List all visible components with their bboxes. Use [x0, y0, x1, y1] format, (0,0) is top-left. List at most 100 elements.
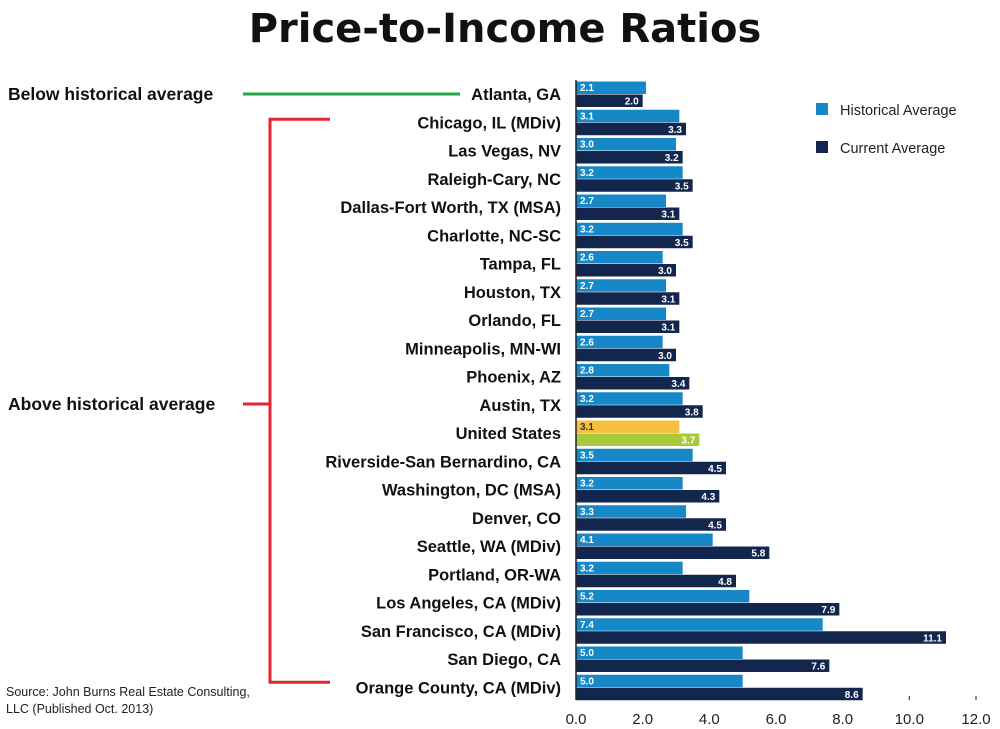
- source-note: Source: John Burns Real Estate Consultin…: [6, 685, 250, 716]
- x-tick-label: 12.0: [961, 711, 990, 728]
- bar-value-label: 2.0: [625, 97, 639, 108]
- bar-current: [576, 94, 643, 107]
- bar-value-label: 2.1: [580, 83, 594, 94]
- bar-value-label: 3.1: [580, 422, 594, 433]
- category-label: Orlando, FL: [468, 312, 561, 330]
- category-label: Atlanta, GA: [471, 86, 561, 104]
- category-label: San Diego, CA: [447, 651, 561, 669]
- legend-swatch-historical: [816, 103, 828, 115]
- x-tick-label: 10.0: [895, 711, 924, 728]
- category-label: Las Vegas, NV: [448, 143, 561, 161]
- bar-value-label: 3.3: [668, 125, 682, 136]
- bar-historical: [576, 674, 743, 688]
- bar-value-label: 2.6: [580, 253, 594, 264]
- bar-historical: [576, 364, 670, 377]
- bar-current: [576, 461, 726, 475]
- chart-title: Price-to-Income Ratios: [248, 6, 762, 52]
- bar-value-label: 4.1: [580, 535, 594, 546]
- bar-value-label: 3.2: [580, 224, 594, 235]
- category-label: Raleigh-Cary, NC: [427, 171, 561, 189]
- bar-current: [576, 603, 840, 616]
- bar-historical: [576, 251, 663, 264]
- group-label-below: Below historical average: [8, 84, 213, 104]
- category-label: Denver, CO: [472, 510, 561, 528]
- legend-label-current: Current Average: [840, 141, 945, 157]
- legend-swatch-current: [816, 141, 828, 153]
- bar-current: [576, 377, 690, 390]
- bar-value-label: 5.0: [580, 648, 594, 659]
- bar-value-label: 3.0: [658, 266, 672, 277]
- bar-current: [576, 348, 676, 362]
- bar-current: [576, 292, 680, 305]
- category-label: Washington, DC (MSA): [382, 482, 561, 500]
- bar-value-label: 3.5: [580, 450, 594, 461]
- bar-value-label: 11.1: [923, 633, 942, 644]
- bar-value-label: 3.2: [580, 563, 594, 574]
- bar-historical: [576, 420, 680, 433]
- bar-value-label: 3.2: [665, 153, 679, 164]
- bar-historical: [576, 505, 686, 518]
- bar-historical: [576, 194, 666, 207]
- bar-value-label: 3.5: [675, 238, 689, 249]
- bar-historical: [576, 533, 713, 546]
- bar-current: [576, 574, 736, 588]
- category-label: Portland, OR-WA: [428, 566, 561, 584]
- bar-value-label: 4.5: [708, 520, 722, 531]
- bar-current: [576, 122, 686, 136]
- bar-value-label: 7.6: [811, 662, 825, 673]
- bar-historical: [576, 618, 823, 631]
- group-label-above: Above historical average: [8, 394, 215, 414]
- bar-value-label: 3.5: [675, 181, 689, 192]
- x-tick-label: 4.0: [699, 711, 720, 728]
- bar-value-label: 2.7: [580, 309, 594, 320]
- bar-value-label: 3.3: [580, 507, 594, 518]
- bar-historical: [576, 109, 680, 123]
- category-label: Minneapolis, MN-WI: [405, 340, 561, 358]
- bar-historical: [576, 307, 666, 320]
- category-label: Los Angeles, CA (MDiv): [376, 595, 561, 613]
- bar-current: [576, 687, 863, 701]
- category-label: Phoenix, AZ: [466, 369, 561, 387]
- bar-historical: [576, 81, 646, 94]
- bar-current: [576, 179, 693, 192]
- category-label: Orange County, CA (MDiv): [356, 679, 561, 697]
- x-tick-label: 8.0: [832, 711, 853, 728]
- bar-value-label: 3.0: [580, 140, 594, 151]
- bar-current: [576, 490, 720, 503]
- category-label: Riverside-San Bernardino, CA: [325, 453, 561, 471]
- bar-historical: [576, 561, 683, 575]
- bar-current: [576, 264, 676, 277]
- bar-current: [576, 433, 700, 446]
- bar-historical: [576, 279, 666, 292]
- bar-current: [576, 320, 680, 333]
- bar-current: [576, 405, 703, 418]
- category-label: Houston, TX: [464, 284, 561, 302]
- category-label: Charlotte, NC-SC: [427, 227, 561, 245]
- category-label: Dallas-Fort Worth, TX (MSA): [340, 199, 561, 217]
- bar-value-label: 3.1: [661, 323, 675, 334]
- bar-value-label: 5.2: [580, 592, 594, 603]
- bar-current: [576, 207, 680, 220]
- bar-value-label: 3.1: [661, 210, 675, 221]
- bar-value-label: 3.2: [580, 479, 594, 490]
- bar-current: [576, 518, 726, 531]
- bar-value-label: 3.1: [580, 111, 594, 122]
- category-label: United States: [456, 425, 561, 443]
- bar-value-label: 5.0: [580, 676, 594, 687]
- bar-value-label: 4.3: [701, 492, 715, 503]
- bar-value-label: 2.7: [580, 281, 594, 292]
- category-label: Chicago, IL (MDiv): [417, 114, 561, 132]
- bar-current: [576, 235, 693, 249]
- bar-value-label: 4.5: [708, 464, 722, 475]
- bar-value-label: 3.1: [661, 294, 675, 305]
- bar-historical: [576, 590, 750, 603]
- bar-value-label: 3.7: [681, 436, 695, 447]
- bar-historical: [576, 166, 683, 179]
- bracket-above: [268, 117, 330, 684]
- x-tick-label: 2.0: [632, 711, 653, 728]
- x-tick-label: 6.0: [766, 711, 787, 728]
- category-label: Austin, TX: [479, 397, 561, 415]
- bar-historical: [576, 335, 663, 349]
